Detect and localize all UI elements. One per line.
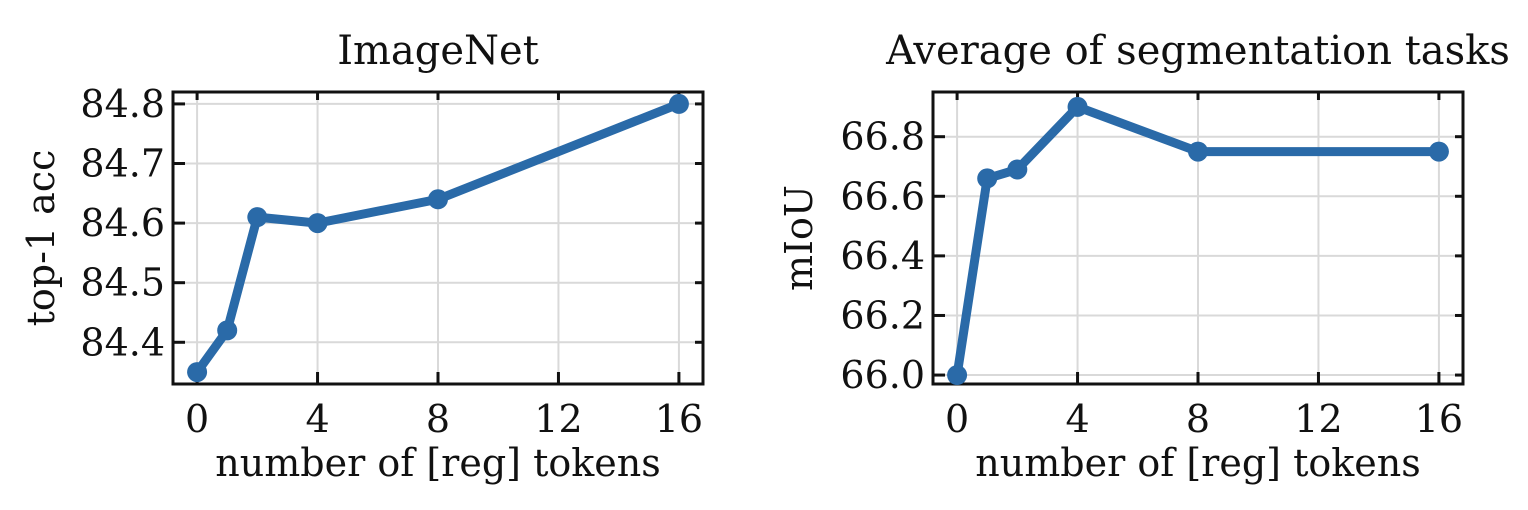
x-axis-label: number of [reg] tokens [215, 441, 660, 485]
y-tick-label: 84.8 [80, 82, 165, 126]
x-tick-label: 16 [1415, 397, 1463, 441]
chart-title: Average of segmentation tasks [885, 28, 1510, 74]
x-tick-label: 12 [1294, 397, 1342, 441]
y-tick-label: 84.7 [80, 142, 165, 186]
data-point [977, 168, 998, 189]
x-tick-label: 4 [1065, 397, 1089, 441]
y-tick-label: 66.2 [840, 293, 925, 337]
data-point [247, 207, 268, 228]
y-tick-label: 66.8 [840, 115, 925, 159]
chart-title: ImageNet [337, 28, 539, 74]
data-point [947, 365, 968, 386]
data-point [1067, 96, 1088, 117]
data-point [428, 189, 448, 210]
chart-panel-0: 0 4 8 12 16 84.4 84.5 84.6 84.7 84.8 ImageNet numbe… [19, 28, 705, 485]
y-tick-label: 66.0 [840, 353, 925, 397]
x-tick-label: 0 [185, 397, 209, 441]
x-tick-label: 12 [534, 397, 582, 441]
x-tick-label: 8 [426, 397, 450, 441]
y-axis-label: mIoU [777, 185, 821, 291]
data-point [1428, 141, 1449, 162]
series-line [952, 102, 1444, 380]
x-tick-label: 16 [655, 397, 703, 441]
data-point [187, 362, 208, 383]
data-point [1188, 141, 1208, 162]
x-axis-label: number of [reg] tokens [975, 441, 1420, 485]
data-point [217, 320, 238, 341]
data-point [307, 213, 328, 234]
data-point [668, 93, 689, 114]
y-tick-label: 66.4 [840, 234, 925, 278]
y-tick-label: 84.4 [80, 320, 165, 364]
data-point [1007, 159, 1028, 180]
chart-panel-1: 0 4 8 12 16 66.0 66.2 66.4 66.6 66.8 Average of se… [777, 28, 1510, 485]
y-tick-label: 84.6 [80, 201, 165, 245]
x-tick-label: 4 [305, 397, 329, 441]
y-tick-label: 84.5 [80, 261, 165, 305]
y-tick-label: 66.6 [840, 174, 925, 218]
y-axis-label: top-1 acc [19, 150, 63, 327]
x-tick-label: 0 [945, 397, 969, 441]
x-tick-label: 8 [1186, 397, 1210, 441]
